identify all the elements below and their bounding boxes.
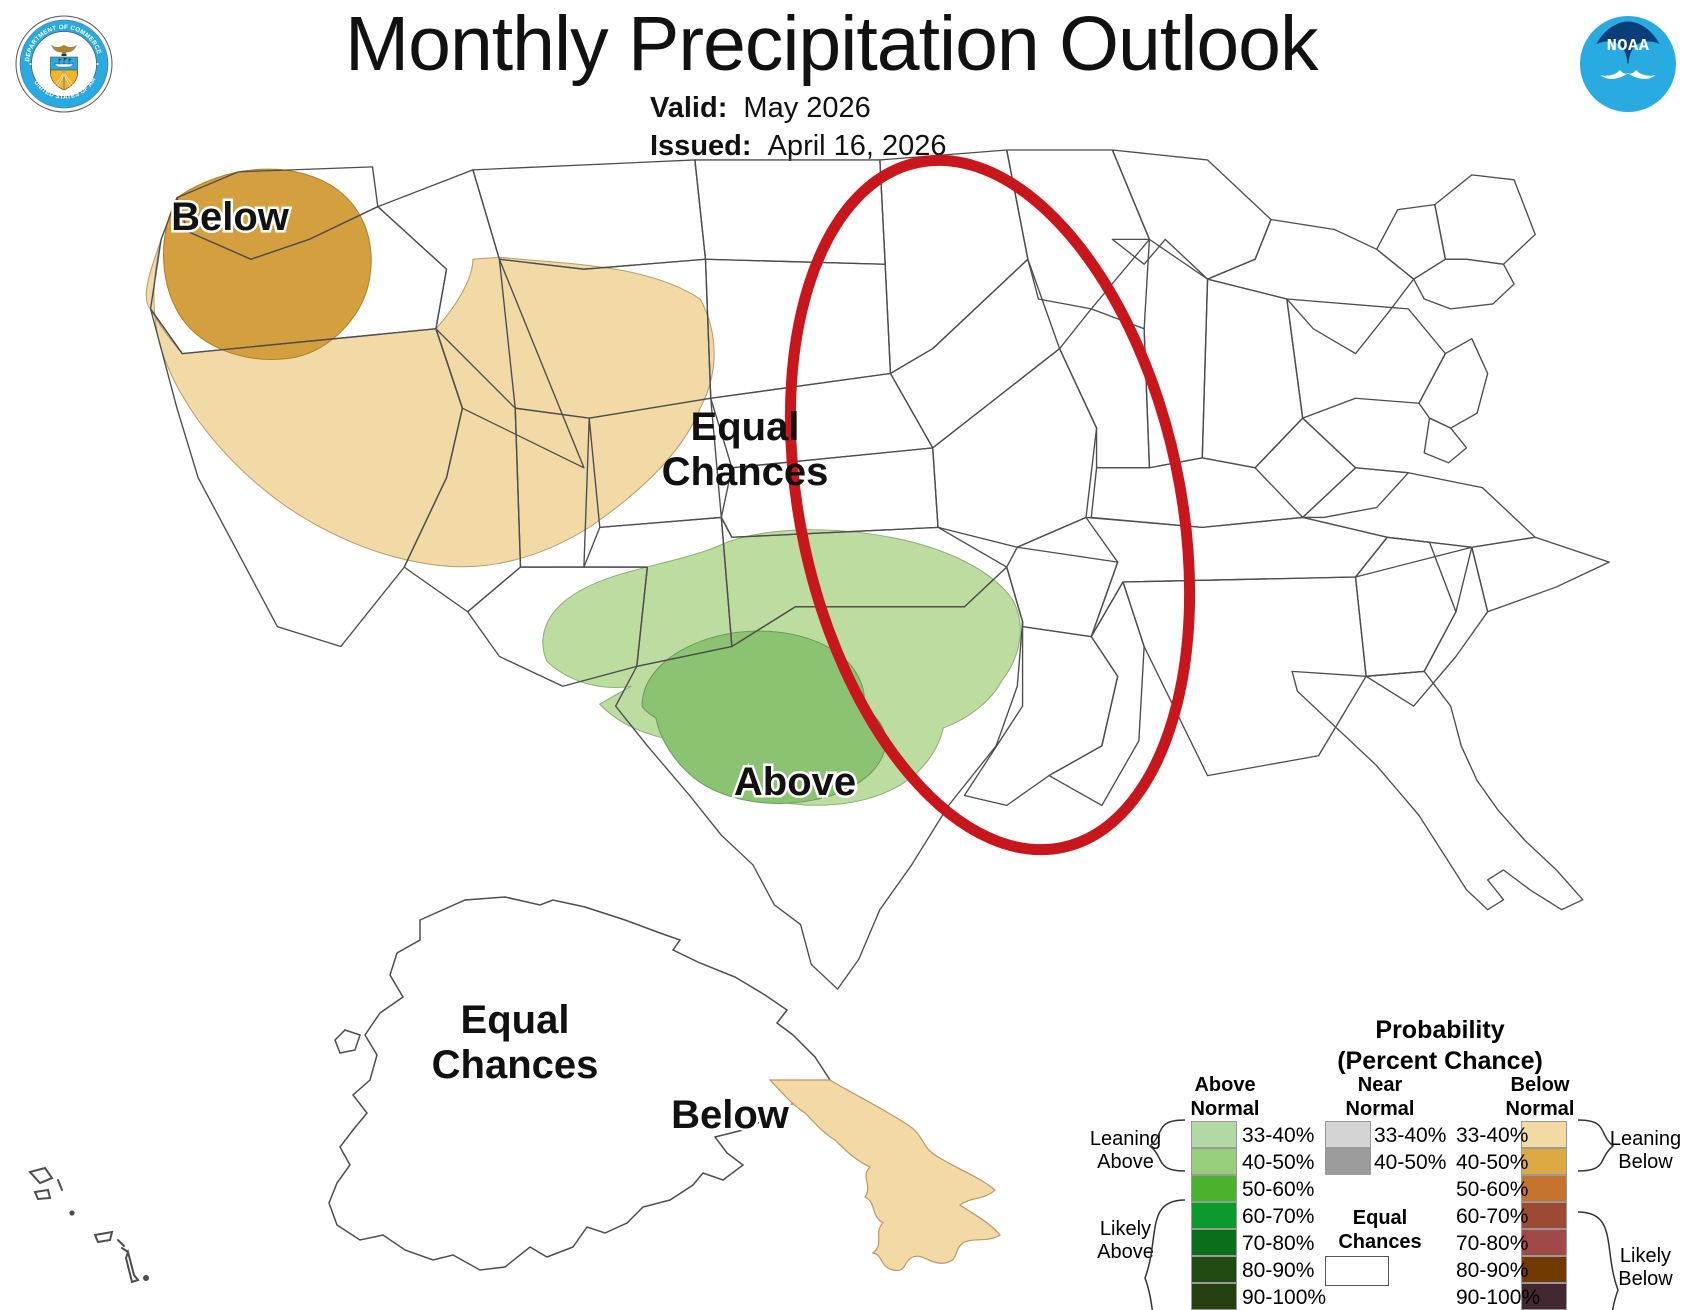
svg-text:Equal: Equal [461, 998, 570, 1042]
svg-text:Below: Below [671, 1093, 790, 1137]
svg-text:Equal: Equal [691, 405, 800, 449]
svg-text:Above: Above [734, 760, 856, 804]
svg-text:Chances: Chances [432, 1043, 599, 1087]
svg-text:Below: Below [171, 195, 290, 239]
svg-text:Chances: Chances [662, 450, 829, 494]
